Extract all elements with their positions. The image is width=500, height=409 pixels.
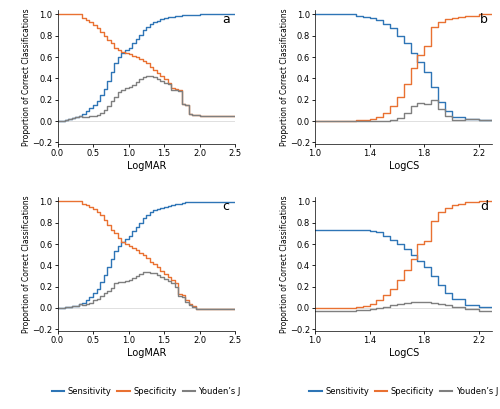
X-axis label: LogCS: LogCS: [388, 161, 419, 171]
X-axis label: LogMAR: LogMAR: [126, 161, 166, 171]
X-axis label: LogMAR: LogMAR: [126, 348, 166, 358]
Legend: Sensitivity, Specificity, Youden’s J: Sensitivity, Specificity, Youden’s J: [306, 384, 500, 400]
Y-axis label: Proportion of Correct Classifications: Proportion of Correct Classifications: [280, 196, 288, 333]
Text: b: b: [480, 13, 488, 26]
Text: c: c: [222, 200, 230, 213]
Text: a: a: [222, 13, 230, 26]
Legend: Sensitivity, Specificity, Youden’s J: Sensitivity, Specificity, Youden’s J: [48, 384, 244, 400]
Y-axis label: Proportion of Correct Classifications: Proportion of Correct Classifications: [280, 9, 288, 146]
Y-axis label: Proportion of Correct Classifications: Proportion of Correct Classifications: [22, 196, 31, 333]
Y-axis label: Proportion of Correct Classifications: Proportion of Correct Classifications: [22, 9, 31, 146]
Text: d: d: [480, 200, 488, 213]
X-axis label: LogCS: LogCS: [388, 348, 419, 358]
